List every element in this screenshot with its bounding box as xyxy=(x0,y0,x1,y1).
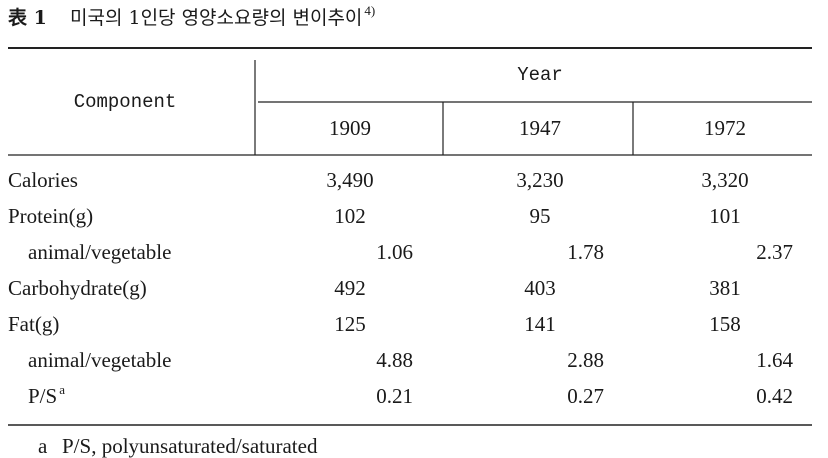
row-label: animal/vegetable xyxy=(28,240,171,264)
cell-value: 1.64 xyxy=(756,348,793,372)
cell-value: 403 xyxy=(524,276,556,300)
component-header: Component xyxy=(74,91,177,113)
table-title: 미국의 1인당 영양소요량의 변이추이 xyxy=(70,7,362,29)
year-header: Year xyxy=(517,64,563,86)
year-label: 1947 xyxy=(519,116,561,140)
row-label: Fat(g) xyxy=(8,312,59,336)
footnote-marker: a xyxy=(38,434,48,458)
cell-value: 0.27 xyxy=(567,384,604,408)
cell-value: 102 xyxy=(334,204,366,228)
cell-value: 125 xyxy=(334,312,366,336)
row-label: Protein(g) xyxy=(8,204,93,228)
year-label: 1972 xyxy=(704,116,746,140)
row-label: Calories xyxy=(8,168,78,192)
row-label: Carbohydrate(g) xyxy=(8,276,147,300)
cell-value: 492 xyxy=(334,276,366,300)
year-label: 1909 xyxy=(329,116,371,140)
cell-value: 0.42 xyxy=(756,384,793,408)
footnote-text: P/S, polyunsaturated/saturated xyxy=(62,434,318,458)
cell-value: 158 xyxy=(709,312,741,336)
title-reference: 4) xyxy=(364,3,375,18)
cell-value: 381 xyxy=(709,276,741,300)
cell-value: 2.37 xyxy=(756,240,793,264)
table-number: 表 1 xyxy=(8,6,47,29)
cell-value: 3,320 xyxy=(701,168,748,192)
cell-value: 141 xyxy=(524,312,556,336)
cell-value: 0.21 xyxy=(376,384,413,408)
cell-value: 4.88 xyxy=(376,348,413,372)
row-label: P/S xyxy=(28,384,57,408)
cell-value: 1.78 xyxy=(567,240,604,264)
cell-value: 95 xyxy=(530,204,551,228)
cell-value: 1.06 xyxy=(376,240,413,264)
row-label: animal/vegetable xyxy=(28,348,171,372)
cell-value: 3,490 xyxy=(326,168,373,192)
cell-value: 2.88 xyxy=(567,348,604,372)
cell-value: 3,230 xyxy=(516,168,563,192)
cell-value: 101 xyxy=(709,204,741,228)
row-label-superscript: a xyxy=(59,382,65,397)
